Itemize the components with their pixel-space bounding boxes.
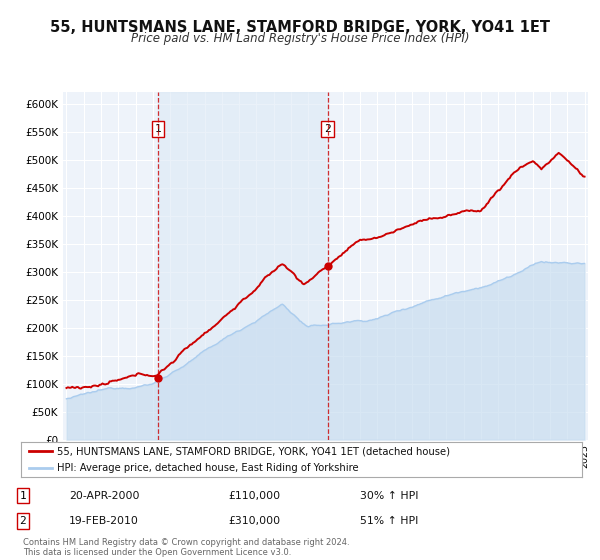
Text: 55, HUNTSMANS LANE, STAMFORD BRIDGE, YORK, YO41 1ET (detached house): 55, HUNTSMANS LANE, STAMFORD BRIDGE, YOR… xyxy=(58,446,451,456)
Text: 1: 1 xyxy=(19,491,26,501)
Text: Price paid vs. HM Land Registry's House Price Index (HPI): Price paid vs. HM Land Registry's House … xyxy=(131,32,469,45)
Text: 55, HUNTSMANS LANE, STAMFORD BRIDGE, YORK, YO41 1ET: 55, HUNTSMANS LANE, STAMFORD BRIDGE, YOR… xyxy=(50,20,550,35)
Text: HPI: Average price, detached house, East Riding of Yorkshire: HPI: Average price, detached house, East… xyxy=(58,464,359,473)
Text: 2: 2 xyxy=(324,124,331,134)
Text: 1: 1 xyxy=(155,124,161,134)
Text: 2: 2 xyxy=(19,516,26,526)
Text: 19-FEB-2010: 19-FEB-2010 xyxy=(69,516,139,526)
Text: Contains HM Land Registry data © Crown copyright and database right 2024.
This d: Contains HM Land Registry data © Crown c… xyxy=(23,538,349,557)
Text: £310,000: £310,000 xyxy=(228,516,280,526)
Text: 20-APR-2000: 20-APR-2000 xyxy=(69,491,139,501)
Text: 30% ↑ HPI: 30% ↑ HPI xyxy=(360,491,419,501)
Text: £110,000: £110,000 xyxy=(228,491,280,501)
Bar xyxy=(158,92,328,440)
Text: 51% ↑ HPI: 51% ↑ HPI xyxy=(360,516,418,526)
